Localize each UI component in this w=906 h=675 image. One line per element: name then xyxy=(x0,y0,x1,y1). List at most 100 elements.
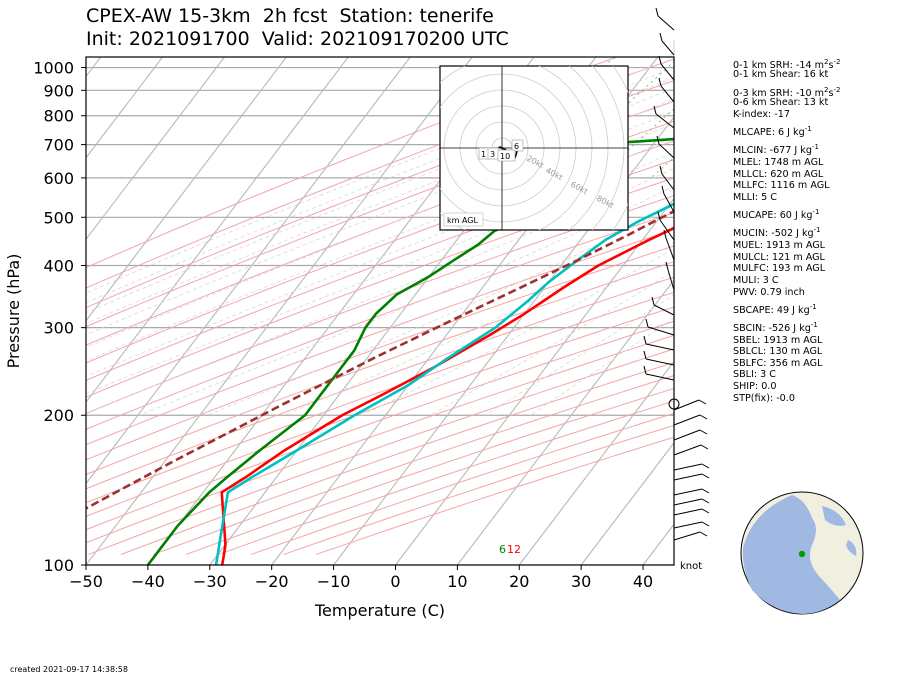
y-tick-label: 900 xyxy=(43,81,74,100)
wind-barb-flag xyxy=(658,77,662,87)
wind-barb-flag xyxy=(699,414,708,420)
knot-label: knot xyxy=(680,561,702,572)
x-tick-label: 30 xyxy=(571,572,591,591)
isotherm xyxy=(518,360,674,565)
x-axis-label: Temperature (C) xyxy=(314,601,445,620)
wind-barb xyxy=(655,113,675,129)
hodograph-height-box xyxy=(511,139,524,152)
wind-barb xyxy=(673,488,703,496)
globe-ocean xyxy=(822,506,846,526)
moist-adiabat xyxy=(86,136,674,377)
dry-adiabat xyxy=(86,177,674,398)
hodograph-legend: km AGL xyxy=(447,216,479,225)
profile-line xyxy=(214,202,674,565)
wind-barb xyxy=(673,463,703,471)
x-tick-label: −10 xyxy=(317,572,351,591)
moist-adiabat xyxy=(206,204,674,416)
x-tick-label: 10 xyxy=(447,572,467,591)
wind-barb-flag xyxy=(658,55,662,65)
isotherm xyxy=(86,57,349,404)
wind-barb xyxy=(673,508,703,516)
stat-line: MLCIN: -677 J kg-1 xyxy=(733,143,819,157)
wind-barb-flag xyxy=(699,429,708,435)
wind-barb xyxy=(645,373,675,381)
stat-line: MUCIN: -502 J kg-1 xyxy=(733,226,821,240)
wind-barb-flag xyxy=(701,521,710,527)
wind-barb xyxy=(663,193,675,213)
stat-line: SBLFC: 356 m AGL xyxy=(733,358,823,369)
dry-adiabat xyxy=(88,348,674,555)
moist-adiabat xyxy=(361,247,674,416)
stat-line: 0-6 km Shear: 13 kt xyxy=(733,97,829,108)
isotherm xyxy=(86,57,225,241)
stat-line: MUEL: 1913 m AGL xyxy=(733,240,826,251)
wind-barb xyxy=(673,521,703,529)
created-timestamp: created 2021-09-17 14:38:58 xyxy=(10,665,128,674)
stat-line: SBLI: 3 C xyxy=(733,369,776,380)
hodograph-height-label: 3 xyxy=(490,150,495,159)
profile-line xyxy=(220,226,674,565)
y-tick-label: 400 xyxy=(43,256,74,275)
wind-barb xyxy=(658,143,675,159)
hodograph-height-label: 1 xyxy=(481,150,486,159)
wind-barb xyxy=(673,399,700,411)
wind-barb-flag xyxy=(643,350,647,360)
stat-line: MUCAPE: 60 J kg-1 xyxy=(733,208,820,222)
wind-barb xyxy=(647,326,675,336)
chart-title: CPEX-AW 15-3km 2h fcst Station: tenerife xyxy=(86,5,494,27)
hodograph-legend-box xyxy=(443,212,484,227)
wind-barb-flag xyxy=(651,296,655,306)
wind-barb-flag xyxy=(699,531,708,537)
stat-line: MLLFC: 1116 m AGL xyxy=(733,180,830,191)
hodograph-height-label: 10 xyxy=(500,152,510,161)
x-tick-label: −30 xyxy=(193,572,227,591)
stat-line: STP(fix): -0.0 xyxy=(733,393,795,404)
wind-barb-flag xyxy=(701,463,710,469)
stat-line: SBCIN: -526 J kg-1 xyxy=(733,321,818,335)
dry-adiabat xyxy=(86,80,674,309)
dry-adiabat xyxy=(86,100,674,328)
chart-subtitle: Init: 2021091700 Valid: 202109170200 UTC xyxy=(86,28,509,50)
wind-barb-flag xyxy=(643,365,647,375)
y-tick-label: 500 xyxy=(43,208,74,227)
stat-line: SBEL: 1913 m AGL xyxy=(733,335,823,346)
wind-barb xyxy=(673,531,701,541)
globe-ocean xyxy=(846,540,857,556)
stat-line: MLEL: 1748 m AGL xyxy=(733,157,824,168)
wind-barb xyxy=(667,269,675,291)
wind-barb-flag xyxy=(645,318,649,328)
wind-barb xyxy=(645,358,675,366)
isotherm xyxy=(86,57,473,565)
isotherm xyxy=(456,279,674,565)
dry-adiabat xyxy=(86,291,674,504)
mixing-ratio-line xyxy=(837,57,906,178)
stat-line: SBCAPE: 49 J kg-1 xyxy=(733,303,817,317)
wind-barb xyxy=(660,85,675,103)
stat-line: SBLCL: 130 m AGL xyxy=(733,346,823,357)
y-axis-label: Pressure (hPa) xyxy=(4,254,23,369)
x-tick-label: 20 xyxy=(509,572,529,591)
wind-barb-flag xyxy=(700,444,709,450)
moist-adiabat xyxy=(139,185,674,416)
wind-barb-flag xyxy=(701,498,710,504)
x-tick-label: 40 xyxy=(633,572,653,591)
dry-adiabat xyxy=(86,306,674,517)
y-tick-label: 800 xyxy=(43,107,74,126)
stat-line: SHIP: 0.0 xyxy=(733,381,777,392)
isotherm xyxy=(86,57,164,159)
wind-barb-flag xyxy=(701,473,710,479)
wind-barb-flag xyxy=(701,488,710,494)
wind-barb xyxy=(645,343,675,351)
isotherm xyxy=(86,57,411,485)
moist-adiabat xyxy=(86,87,674,324)
stat-line: MULI: 3 C xyxy=(733,275,779,286)
dry-adiabat xyxy=(86,195,674,414)
stat-line: MLCAPE: 6 J kg-1 xyxy=(733,125,812,139)
dewpoint-surface-label: 6 xyxy=(499,543,506,556)
wind-barb-flag xyxy=(659,32,663,42)
dry-adiabat xyxy=(86,320,674,531)
wind-barb-flag xyxy=(661,185,665,195)
dry-adiabat xyxy=(86,334,674,544)
plot-frame xyxy=(85,56,675,566)
